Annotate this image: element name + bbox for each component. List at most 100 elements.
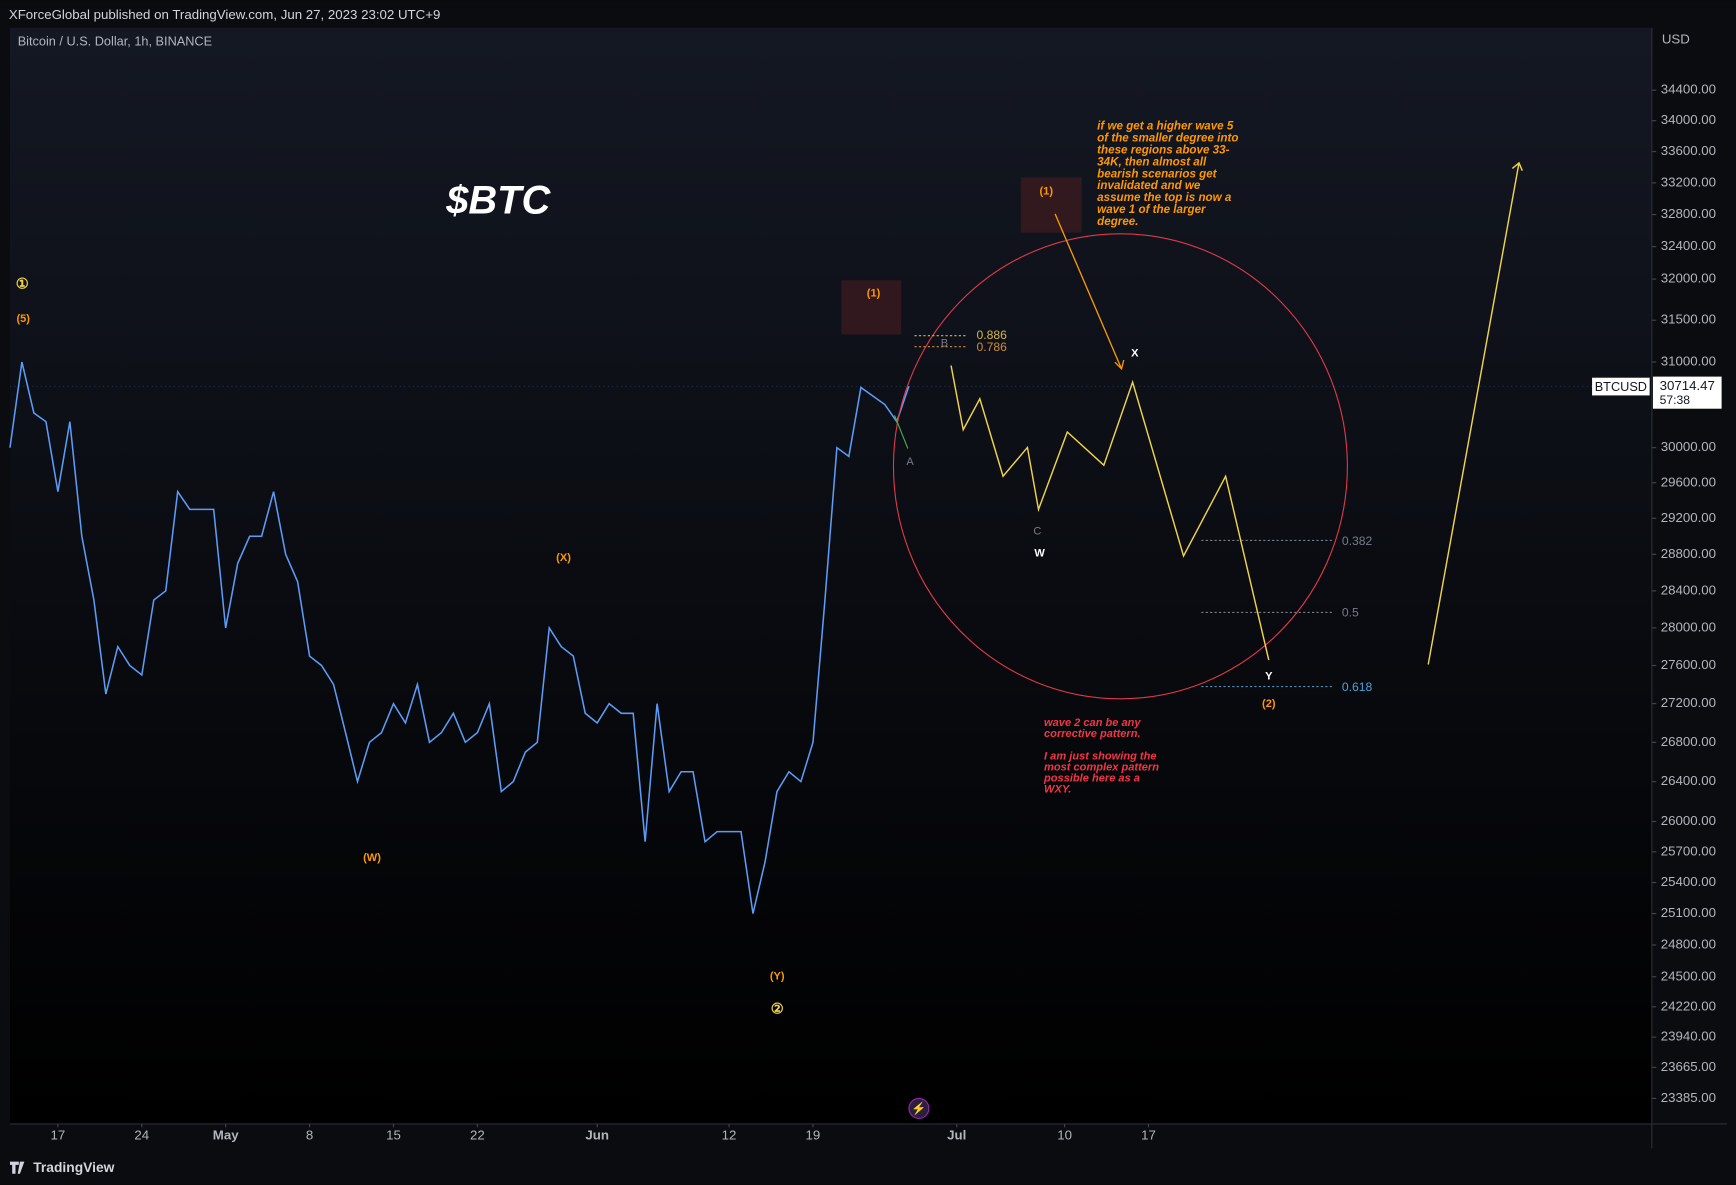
note-line: invalidated and we — [1097, 179, 1201, 192]
x-tick-label: 17 — [51, 1128, 66, 1143]
note-line: these regions above 33- — [1097, 143, 1229, 156]
note-line: most complex pattern — [1044, 761, 1159, 773]
y-tick-label: 31000.00 — [1661, 354, 1716, 369]
target-circle — [892, 233, 1348, 700]
note-line: 34K, then almost all — [1097, 155, 1207, 168]
last-price: 30714.47 — [1660, 378, 1715, 393]
note-line: corrective pattern. — [1044, 728, 1141, 740]
y-tick-label: 28000.00 — [1661, 619, 1716, 634]
wave-label: A — [906, 456, 914, 468]
legend: Bitcoin / U.S. Dollar, 1h, BINANCE — [18, 34, 212, 49]
note-arrow — [1054, 213, 1123, 370]
y-tick-label: 32000.00 — [1661, 271, 1716, 286]
event-button[interactable] — [908, 1097, 930, 1119]
y-tick-label: 31500.00 — [1661, 312, 1716, 327]
arrowhead — [1114, 359, 1125, 371]
y-tick-label: 29200.00 — [1661, 510, 1716, 525]
note-line: WXY. — [1044, 783, 1071, 795]
plot-area — [9, 27, 1652, 1124]
y-tick-label: 25700.00 — [1661, 843, 1716, 858]
wave-label: W — [1034, 548, 1045, 560]
note-line: of the smaller degree into — [1097, 131, 1238, 144]
x-tick-label: 19 — [806, 1128, 821, 1143]
y-tick-label: 28400.00 — [1661, 582, 1716, 597]
y-tick-label: 27200.00 — [1661, 695, 1716, 710]
symbol-tag — [1592, 377, 1650, 396]
y-tick-label: 25400.00 — [1661, 874, 1716, 889]
wave-label: (5) — [16, 313, 30, 325]
fib-label: 0.5 — [1342, 606, 1359, 620]
price-layer — [9, 361, 1652, 914]
projection-path — [950, 365, 1270, 661]
y-tick-label: 34400.00 — [1661, 82, 1716, 97]
fib-label: 0.382 — [1342, 534, 1373, 548]
y-tick-label: 26800.00 — [1661, 734, 1716, 749]
y-tick-label: 23385.00 — [1661, 1090, 1716, 1105]
wave-label: Y — [1265, 671, 1273, 683]
wave-label: (W) — [363, 852, 381, 864]
price-tag — [1652, 376, 1722, 409]
x-tick-label: 22 — [470, 1128, 485, 1143]
y-tick-label: 32400.00 — [1661, 238, 1716, 253]
wave-label: B — [941, 337, 948, 349]
x-tick-label: Jul — [947, 1128, 966, 1143]
price-line — [9, 361, 910, 914]
y-tick-label: 29600.00 — [1661, 474, 1716, 489]
fib-label: 0.886 — [977, 328, 1008, 342]
y-tick-label: 28800.00 — [1661, 546, 1716, 561]
wave-line — [894, 415, 909, 449]
fib-levels — [914, 335, 1335, 688]
note-line: bearish scenarios get — [1097, 167, 1218, 180]
x-tick-label: 17 — [1141, 1128, 1156, 1143]
wave-label: C — [1033, 526, 1041, 538]
y-tick-label: 24800.00 — [1661, 936, 1716, 951]
y-tick-label: 34000.00 — [1661, 112, 1716, 127]
y-tick-label: 33600.00 — [1661, 143, 1716, 158]
chart-title: $BTC — [445, 178, 551, 222]
y-tick-label: 25100.00 — [1661, 905, 1716, 920]
y-tick-label: 26000.00 — [1661, 813, 1716, 828]
y-tick-label: 33200.00 — [1661, 174, 1716, 189]
note-line: if we get a higher wave 5 — [1097, 119, 1234, 132]
y-tick-label: 27600.00 — [1661, 657, 1716, 672]
footer-brand: TradingView — [33, 1159, 114, 1175]
wave-label: (1) — [867, 287, 881, 299]
wave-label: ② — [771, 1002, 784, 1018]
note-line: wave 2 can be any — [1044, 717, 1141, 729]
note-bullish: if we get a higher wave 5of the smaller … — [1097, 119, 1238, 228]
fib-label: 0.618 — [1342, 680, 1373, 694]
logo — [9, 1161, 25, 1174]
wave-label: X — [1131, 347, 1139, 359]
projection-arrow — [1427, 162, 1520, 665]
note-line: degree. — [1097, 215, 1138, 228]
arrowhead — [1511, 161, 1523, 171]
x-tick-label: 8 — [306, 1128, 313, 1143]
x-tick-label: 10 — [1057, 1128, 1072, 1143]
wave-label: (Y) — [770, 971, 785, 983]
y-tick-label: 23665.00 — [1661, 1059, 1716, 1074]
note-line: I am just showing the — [1044, 750, 1156, 762]
note-line: assume the top is now a — [1097, 191, 1232, 204]
fib-label: 0.786 — [977, 340, 1008, 354]
x-tick-label: Jun — [585, 1128, 609, 1143]
box — [1020, 177, 1082, 233]
countdown: 57:38 — [1660, 393, 1691, 407]
box — [841, 280, 902, 335]
wave-label: ① — [16, 277, 29, 293]
wave-label: (2) — [1262, 698, 1276, 710]
x-tick-label: May — [213, 1128, 239, 1143]
x-tick-label: 12 — [722, 1128, 737, 1143]
y-tick-label: 32800.00 — [1661, 206, 1716, 221]
wave-label: (1) — [1039, 186, 1053, 198]
y-tick-label: 24500.00 — [1661, 968, 1716, 983]
wave-label: (X) — [556, 552, 571, 564]
y-tick-label: 23940.00 — [1661, 1029, 1716, 1044]
x-tick-label: 24 — [134, 1128, 149, 1143]
currency: USD — [1662, 32, 1690, 47]
y-tick-label: 30000.00 — [1661, 439, 1716, 454]
event-icon: ⚡ — [911, 1101, 926, 1117]
symbol: BTCUSD — [1595, 379, 1647, 394]
x-tick-label: 15 — [386, 1128, 401, 1143]
